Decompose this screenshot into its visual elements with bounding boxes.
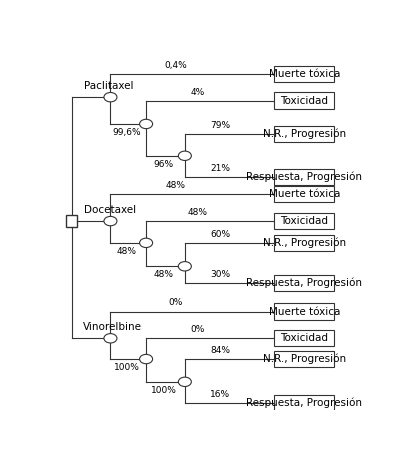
Text: Docetaxel: Docetaxel <box>84 205 136 215</box>
Ellipse shape <box>178 261 191 271</box>
Text: Muerte tóxica: Muerte tóxica <box>268 307 340 317</box>
Text: Muerte tóxica: Muerte tóxica <box>268 69 340 79</box>
Text: 100%: 100% <box>114 363 140 372</box>
Text: Respuesta, Progresión: Respuesta, Progresión <box>246 171 362 182</box>
FancyBboxPatch shape <box>274 351 334 367</box>
Ellipse shape <box>178 377 191 386</box>
FancyBboxPatch shape <box>274 303 334 319</box>
Text: N.R., Progresión: N.R., Progresión <box>263 354 346 364</box>
Ellipse shape <box>140 119 153 129</box>
Text: 84%: 84% <box>210 346 230 355</box>
Text: 0%: 0% <box>190 325 204 334</box>
Text: Vinorelbine: Vinorelbine <box>82 322 142 332</box>
Text: 30%: 30% <box>210 270 230 279</box>
Text: Respuesta, Progresión: Respuesta, Progresión <box>246 398 362 408</box>
Text: 16%: 16% <box>210 390 230 399</box>
FancyBboxPatch shape <box>274 330 334 346</box>
Text: 48%: 48% <box>187 208 207 217</box>
Text: 48%: 48% <box>116 247 136 256</box>
FancyBboxPatch shape <box>274 186 334 202</box>
Ellipse shape <box>104 93 117 102</box>
Ellipse shape <box>178 151 191 160</box>
Ellipse shape <box>104 216 117 226</box>
FancyBboxPatch shape <box>274 93 334 109</box>
Text: 79%: 79% <box>210 121 230 130</box>
FancyBboxPatch shape <box>274 126 334 142</box>
FancyBboxPatch shape <box>274 213 334 229</box>
Text: Respuesta, Progresión: Respuesta, Progresión <box>246 278 362 288</box>
Text: 0%: 0% <box>169 298 183 307</box>
Text: 99,6%: 99,6% <box>112 128 141 137</box>
Text: N.R., Progresión: N.R., Progresión <box>263 237 346 248</box>
Ellipse shape <box>140 355 153 364</box>
Text: 21%: 21% <box>210 164 230 172</box>
FancyBboxPatch shape <box>274 395 334 411</box>
Ellipse shape <box>140 238 153 248</box>
Text: 48%: 48% <box>154 270 174 279</box>
FancyBboxPatch shape <box>274 169 334 184</box>
Text: 96%: 96% <box>154 160 174 169</box>
Text: 60%: 60% <box>210 230 230 239</box>
Text: Toxicidad: Toxicidad <box>280 333 328 343</box>
Bar <box>66 215 77 227</box>
Text: 48%: 48% <box>166 181 186 190</box>
Ellipse shape <box>104 334 117 343</box>
Text: 100%: 100% <box>151 386 176 395</box>
Text: N.R., Progresión: N.R., Progresión <box>263 129 346 139</box>
Text: 0,4%: 0,4% <box>164 61 187 70</box>
Text: Toxicidad: Toxicidad <box>280 216 328 226</box>
FancyBboxPatch shape <box>274 275 334 291</box>
Text: Muerte tóxica: Muerte tóxica <box>268 189 340 199</box>
FancyBboxPatch shape <box>274 66 334 82</box>
FancyBboxPatch shape <box>274 235 334 251</box>
Text: 4%: 4% <box>190 88 204 96</box>
Text: Paclitaxel: Paclitaxel <box>84 81 134 91</box>
Text: Toxicidad: Toxicidad <box>280 95 328 106</box>
